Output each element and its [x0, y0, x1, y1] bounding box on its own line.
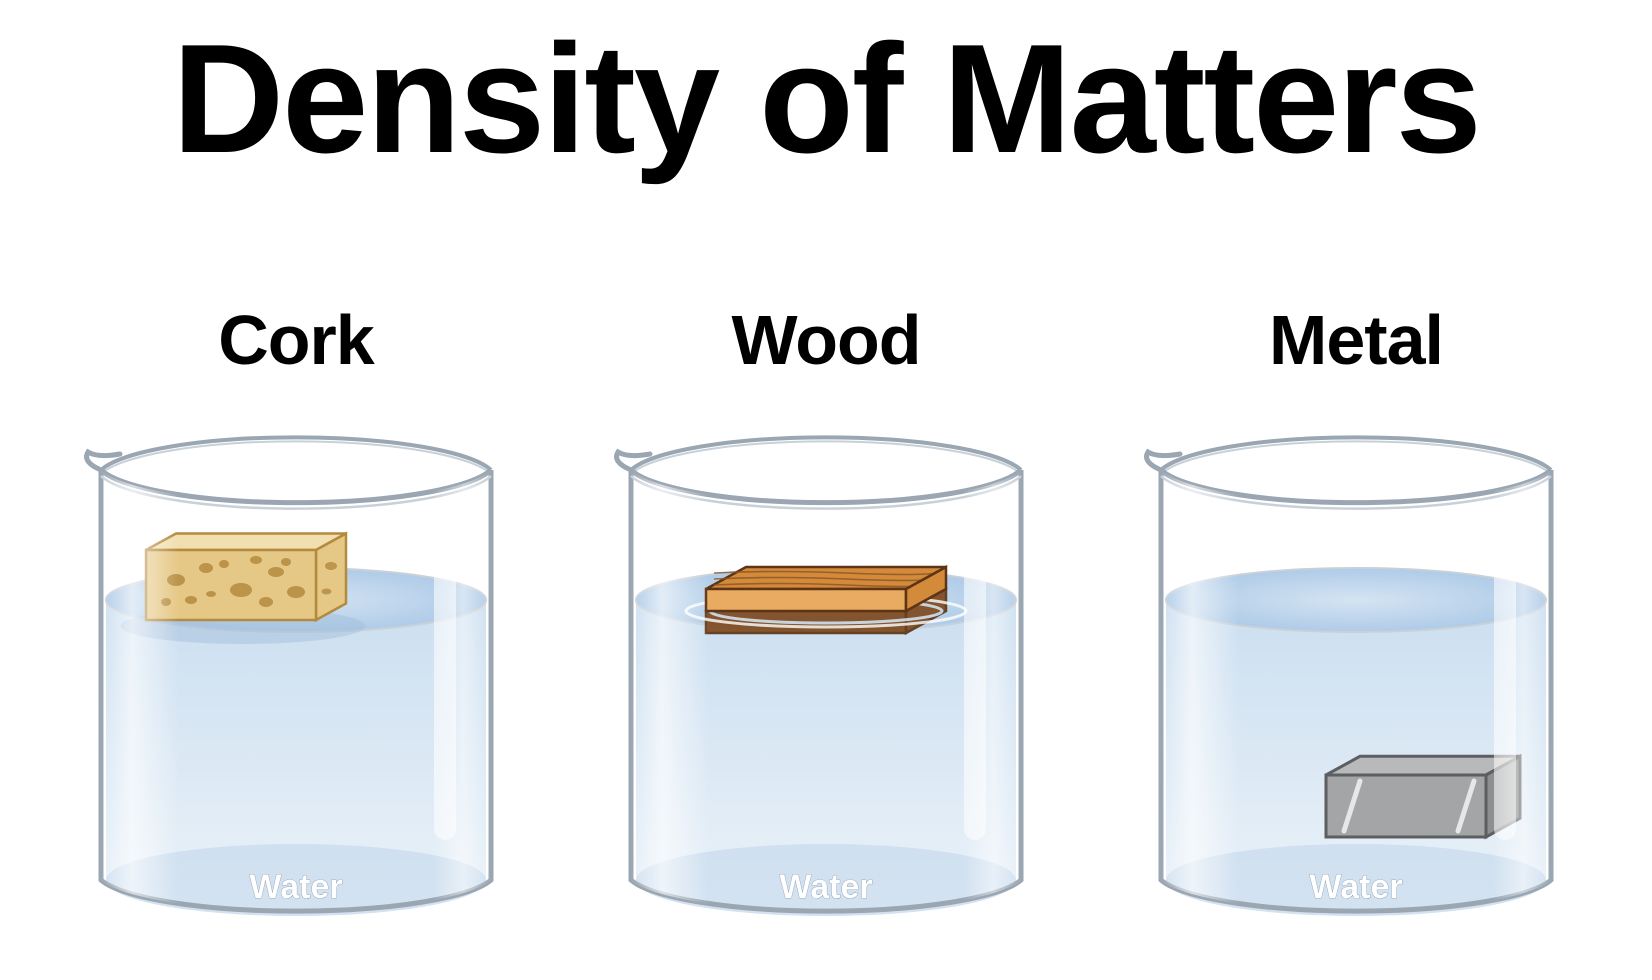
panel-metal: Metal Water: [1126, 300, 1586, 930]
panel-label-metal: Metal: [1269, 300, 1443, 380]
beaker-cork: Water: [66, 410, 526, 930]
panel-wood: Wood: [596, 300, 1056, 930]
beaker-metal: Water: [1126, 410, 1586, 930]
panel-cork: Cork Water: [66, 300, 526, 930]
page-title: Density of Matters: [0, 10, 1652, 188]
beaker-wood: Water: [596, 410, 1056, 930]
panel-label-wood: Wood: [731, 300, 920, 380]
panels-row: Cork Water: [0, 300, 1652, 930]
panel-label-cork: Cork: [218, 300, 373, 380]
